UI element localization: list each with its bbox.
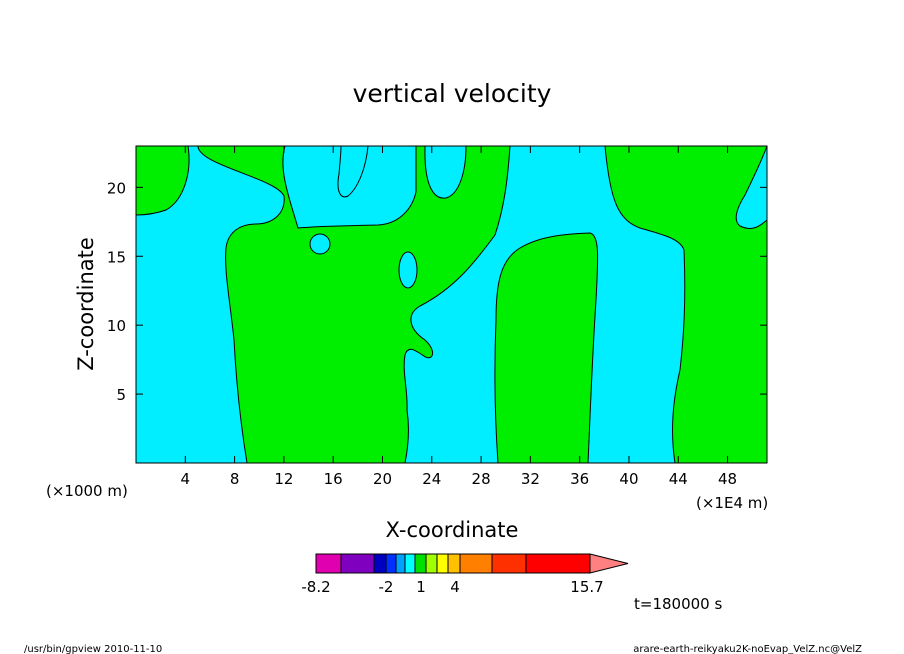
plot-area [135,145,768,464]
y-tick-label: 5 [116,386,126,404]
time-label: t=180000 s [634,595,722,613]
x-tick-label: 28 [472,470,491,488]
colorbar-tick-label: 1 [416,578,426,596]
x-tick-label: 32 [521,470,540,488]
colorbar-segment [491,553,527,574]
x-tick-label: 48 [718,470,737,488]
colorbar-segment [315,553,342,574]
x-tick-label: 8 [230,470,240,488]
x-tick-label: 16 [324,470,343,488]
footer-left: /usr/bin/gpview 2010-11-10 [24,644,162,654]
y-tick-label: 10 [107,317,126,335]
colorbar-extend-arrow [589,553,629,574]
x-unit-right: (×1E4 m) [696,494,768,512]
x-tick-label: 44 [669,470,688,488]
colorbar-segment [414,553,427,574]
region-top-left [135,145,190,216]
colorbar-labels: -8.2 -2 1 4 15.7 [301,578,603,596]
colorbar-segment [373,553,387,574]
colorbar-segment [447,553,461,574]
y-tick-label: 15 [107,248,126,266]
colorbar-segment [340,553,375,574]
plot-frame [135,145,768,464]
island-top-mid [424,145,467,199]
region-far-right-notch [735,145,768,229]
island-top [337,145,369,198]
colorbar-segment [404,553,416,574]
chart-title: vertical velocity [353,79,552,108]
region-mid-right [494,232,599,464]
region-big-left [197,145,511,464]
x-axis-label: X-coordinate [386,518,519,542]
y-axis-label: Z-coordinate [74,237,98,371]
footer-right: arare-earth-reikyaku2K-noEvap_VelZ.nc@Ve… [633,644,862,654]
x-tick-label: 4 [181,470,191,488]
region-right [604,145,768,464]
y-tick-label: 20 [107,179,126,197]
x-unit-left: (×1000 m) [46,482,128,500]
negative-islands [309,145,467,289]
positive-regions [135,145,768,464]
colorbar-segment [385,553,397,574]
colorbar-tick-label: -8.2 [301,578,330,596]
x-axis: 4 8 12 16 20 24 28 32 36 40 44 48 [181,146,737,488]
x-tick-label: 24 [422,470,441,488]
colorbar-tick-label: 4 [450,578,460,596]
colorbar-tick-label: -2 [379,578,394,596]
y-axis: 5 10 15 20 [107,179,767,404]
colorbar-segment [459,553,493,574]
x-tick-label: 36 [570,470,589,488]
island-small-1 [309,233,331,255]
colorbar-tick-label: 15.7 [570,578,603,596]
colorbar [315,553,629,574]
x-tick-label: 40 [619,470,638,488]
colorbar-segment [525,553,591,574]
x-tick-label: 12 [274,470,293,488]
colorbar-segment [395,553,406,574]
island-small-2 [398,251,418,289]
x-tick-label: 20 [373,470,392,488]
colorbar-segment [436,553,449,574]
colorbar-segment [425,553,438,574]
